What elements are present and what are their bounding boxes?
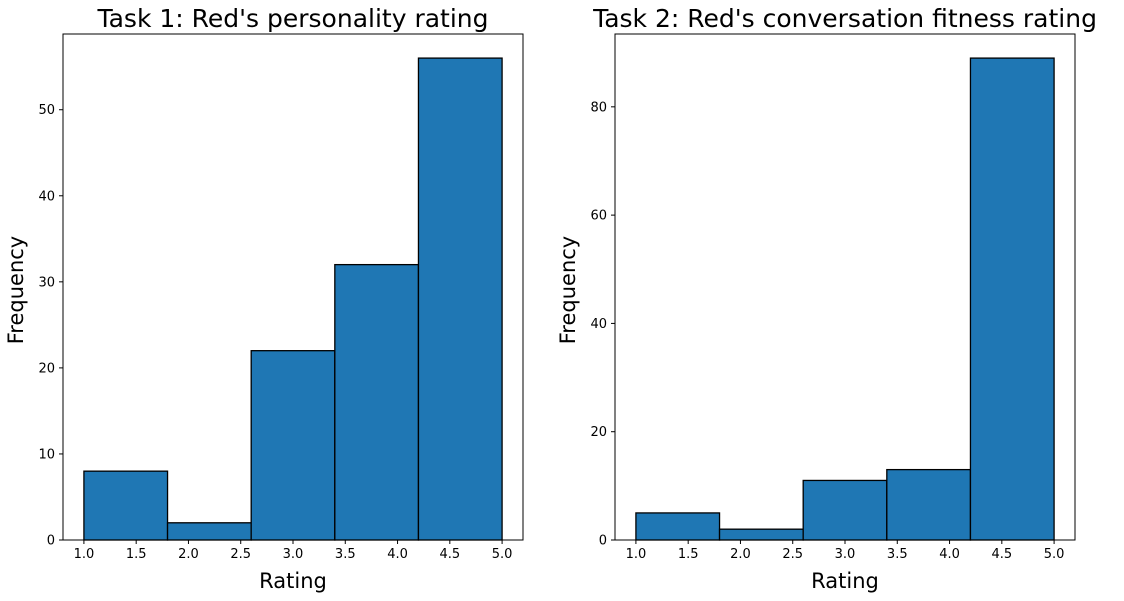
chart-personality-rating: Task 1: Red's personality rating Rating … — [4, 4, 524, 593]
y-tick-label: 0 — [599, 534, 607, 549]
y-tick-label: 20 — [590, 425, 607, 440]
x-axis-label: Rating — [259, 569, 327, 593]
y-tick-label: 30 — [38, 275, 55, 290]
y-tick-label: 40 — [38, 189, 55, 204]
y-tick-label: 20 — [38, 361, 55, 376]
x-tick-label: 5.0 — [1044, 547, 1065, 562]
histogram-bar — [718, 528, 804, 541]
x-tick-label: 5.0 — [492, 547, 513, 562]
histogram-bar — [969, 57, 1055, 541]
histogram-bar — [83, 470, 169, 541]
y-axis-label: Frequency — [4, 236, 28, 345]
y-tick-label: 80 — [590, 100, 607, 115]
x-tick-label: 1.0 — [626, 547, 647, 562]
x-tick-label: 3.5 — [335, 547, 356, 562]
y-axis-label: Frequency — [556, 236, 580, 345]
x-tick-label: 3.5 — [887, 547, 908, 562]
x-tick-label: 4.5 — [991, 547, 1012, 562]
x-tick-label: 2.0 — [730, 547, 751, 562]
chart-title: Task 2: Red's conversation fitness ratin… — [592, 4, 1097, 33]
y-ticks: 0 20 40 60 80 — [590, 100, 615, 549]
plot-frame — [62, 33, 524, 541]
x-tick-label: 3.0 — [835, 547, 856, 562]
plot-frame — [614, 33, 1076, 541]
y-tick-label: 60 — [590, 209, 607, 224]
histogram-bar — [635, 512, 721, 541]
x-tick-label: 4.0 — [387, 547, 408, 562]
histogram-bar — [886, 468, 972, 541]
x-ticks: 1.0 1.5 2.0 2.5 3.0 3.5 4.0 4.5 5.0 — [74, 540, 513, 562]
x-tick-label: 1.5 — [126, 547, 147, 562]
histogram-bar — [802, 479, 888, 541]
chart-conversation-fitness-rating: Task 2: Red's conversation fitness ratin… — [556, 4, 1097, 593]
bars — [635, 57, 1055, 541]
x-ticks: 1.0 1.5 2.0 2.5 3.0 3.5 4.0 4.5 5.0 — [626, 540, 1065, 562]
chart-title: Task 1: Red's personality rating — [96, 4, 488, 33]
x-tick-label: 1.5 — [678, 547, 699, 562]
y-tick-label: 40 — [590, 317, 607, 332]
bars — [83, 57, 503, 541]
histogram-bar — [334, 263, 420, 541]
x-tick-label: 2.5 — [782, 547, 803, 562]
x-tick-label: 1.0 — [74, 547, 95, 562]
histogram-bar — [250, 350, 336, 541]
y-ticks: 0 10 20 30 40 50 — [38, 103, 63, 549]
x-tick-label: 4.5 — [439, 547, 460, 562]
y-tick-label: 50 — [38, 103, 55, 118]
x-axis-label: Rating — [811, 569, 879, 593]
y-tick-label: 10 — [38, 447, 55, 462]
histogram-bar — [417, 57, 503, 541]
x-tick-label: 2.0 — [178, 547, 199, 562]
histogram-bar — [166, 522, 252, 541]
x-tick-label: 3.0 — [283, 547, 304, 562]
x-tick-label: 2.5 — [230, 547, 251, 562]
y-tick-label: 0 — [47, 534, 55, 549]
x-tick-label: 4.0 — [939, 547, 960, 562]
